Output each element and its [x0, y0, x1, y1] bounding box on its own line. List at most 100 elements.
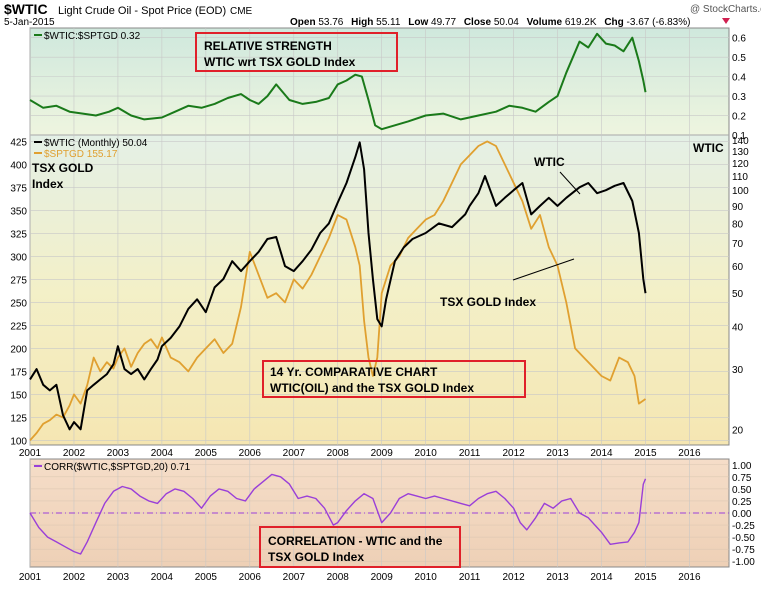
- open-value: 53.76: [318, 17, 343, 28]
- corr-x-tick-label: 2013: [546, 572, 569, 583]
- corr-legend: CORR($WTIC,$SPTGD,20) 0.71: [34, 462, 191, 473]
- corr-x-tick-label: 2009: [371, 572, 394, 583]
- comparative-line1: 14 Yr. COMPARATIVE CHART: [270, 365, 438, 379]
- price-left-tick-label: 100: [10, 436, 27, 447]
- down-triangle-icon: [722, 18, 730, 24]
- rs-tick-label: 0.2: [732, 112, 746, 123]
- price-left-tick-label: 250: [10, 298, 27, 309]
- wtic-right-label: WTIC: [693, 141, 724, 155]
- corr-tick-label: -0.25: [732, 521, 755, 532]
- price-left-tick-label: 150: [10, 390, 27, 401]
- volume-value: 619.2K: [565, 17, 597, 28]
- chg-value: -3.67 (-6.83%): [627, 17, 691, 28]
- price-x-tick-label: 2012: [502, 448, 525, 459]
- corr-tick-label: 0.00: [732, 509, 752, 520]
- price-left-tick-label: 200: [10, 344, 27, 355]
- corr-x-tick-label: 2005: [195, 572, 218, 583]
- correlation-line2: TSX GOLD Index: [268, 550, 364, 564]
- annotation-correlation: CORRELATION - WTIC and the TSX GOLD Inde…: [259, 526, 461, 568]
- axes: 0.1 0.2 0.3 0.4 0.5 0.6 100 125 150 175 200 225 250 2…: [10, 34, 755, 583]
- price-x-tick-label: 2004: [151, 448, 174, 459]
- comparative-line2: WTIC(OIL) and the TSX GOLD Index: [270, 381, 474, 395]
- price-right-tick-label: 30: [732, 365, 744, 376]
- sptgd-series-line: [29, 140, 647, 441]
- corr-x-tick-label: 2016: [678, 572, 701, 583]
- instrument-name: Light Crude Oil - Spot Price (EOD): [58, 5, 226, 17]
- price-left-tick-label: 300: [10, 252, 27, 263]
- corr-tick-label: 0.50: [732, 485, 752, 496]
- price-left-tick-label: 325: [10, 229, 27, 240]
- corr-x-tick-label: 2012: [502, 572, 525, 583]
- price-x-tick-label: 2009: [371, 448, 394, 459]
- price-x-tick-label: 2001: [19, 448, 42, 459]
- price-right-tick-label: 110: [732, 172, 748, 183]
- wtic-legend-text: $WTIC (Monthly) 50.04: [44, 138, 148, 149]
- rs-annotation-line1: RELATIVE STRENGTH: [204, 39, 332, 53]
- wtic-pointer-line: [559, 171, 581, 195]
- price-left-tick-label: 350: [10, 206, 27, 217]
- price-right-tick-label: 130: [732, 147, 749, 158]
- rs-legend-text: $WTIC:$SPTGD 0.32: [44, 31, 141, 42]
- price-right-tick-label: 40: [732, 322, 744, 333]
- price-x-tick-label: 2016: [678, 448, 701, 459]
- low-label: Low: [408, 17, 428, 28]
- corr-x-tick-label: 2007: [283, 572, 306, 583]
- price-right-tick-label: 60: [732, 262, 744, 273]
- price-x-tick-label: 2007: [283, 448, 306, 459]
- rs-tick-label: 0.4: [732, 73, 746, 84]
- rs-tick-label: 0.5: [732, 53, 746, 64]
- rs-tick-label: 0.6: [732, 34, 746, 45]
- corr-x-tick-label: 2003: [107, 572, 130, 583]
- correlation-line1: CORRELATION - WTIC and the: [268, 534, 443, 548]
- price-x-tick-label: 2015: [634, 448, 657, 459]
- price-right-tick-label: 90: [732, 202, 744, 213]
- symbol: $WTIC: [4, 1, 48, 17]
- annotation-comparative: 14 Yr. COMPARATIVE CHART WTIC(OIL) and t…: [262, 360, 526, 398]
- annotation-relative-strength: RELATIVE STRENGTH WTIC wrt TSX GOLD Inde…: [195, 32, 398, 72]
- corr-tick-label: 0.25: [732, 497, 752, 508]
- price-left-tick-label: 175: [10, 367, 27, 378]
- rs-tick-label: 0.1: [732, 131, 746, 142]
- rs-series-line: [29, 32, 647, 131]
- price-left-tick-label: 125: [10, 413, 27, 424]
- price-right-tick-label: 80: [732, 219, 744, 230]
- price-left-tick-label: 225: [10, 321, 27, 332]
- corr-x-tick-label: 2015: [634, 572, 657, 583]
- price-right-tick-label: 120: [732, 159, 749, 170]
- rs-panel: [29, 27, 730, 136]
- price-x-tick-label: 2008: [327, 448, 350, 459]
- corr-x-tick-label: 2010: [415, 572, 438, 583]
- rs-annotation-line2: WTIC wrt TSX GOLD Index: [204, 55, 356, 69]
- exchange: CME: [230, 6, 253, 17]
- tsx-mid-label: TSX GOLD Index: [440, 295, 536, 309]
- price-x-tick-label: 2002: [63, 448, 86, 459]
- wtic-mid-label: WTIC: [534, 155, 565, 169]
- rs-tick-label: 0.3: [732, 92, 746, 103]
- close-value: 50.04: [494, 17, 519, 28]
- price-right-tick-label: 20: [732, 425, 744, 436]
- open-label: Open: [290, 17, 316, 28]
- corr-legend-text: CORR($WTIC,$SPTGD,20) 0.71: [44, 462, 191, 473]
- price-x-tick-label: 2011: [459, 448, 481, 459]
- corr-x-tick-label: 2014: [590, 572, 613, 583]
- sptgd-legend-text: $SPTGD 155.17: [44, 149, 118, 160]
- corr-tick-label: -0.75: [732, 545, 755, 556]
- volume-label: Volume: [527, 17, 563, 28]
- chg-label: Chg: [604, 17, 623, 28]
- price-right-tick-label: 50: [732, 289, 744, 300]
- price-x-tick-label: 2005: [195, 448, 218, 459]
- high-label: High: [351, 17, 373, 28]
- series: [29, 32, 647, 555]
- corr-x-tick-label: 2011: [459, 572, 481, 583]
- close-label: Close: [464, 17, 492, 28]
- corr-tick-label: -0.50: [732, 533, 755, 544]
- price-left-tick-label: 400: [10, 160, 27, 171]
- corr-tick-label: 0.75: [732, 473, 752, 484]
- copyright: @ StockCharts.com: [690, 4, 761, 15]
- corr-x-tick-label: 2008: [327, 572, 350, 583]
- price-x-tick-label: 2006: [239, 448, 262, 459]
- price-x-tick-label: 2013: [546, 448, 569, 459]
- wtic-series-line: [29, 141, 647, 431]
- corr-x-tick-label: 2001: [19, 572, 42, 583]
